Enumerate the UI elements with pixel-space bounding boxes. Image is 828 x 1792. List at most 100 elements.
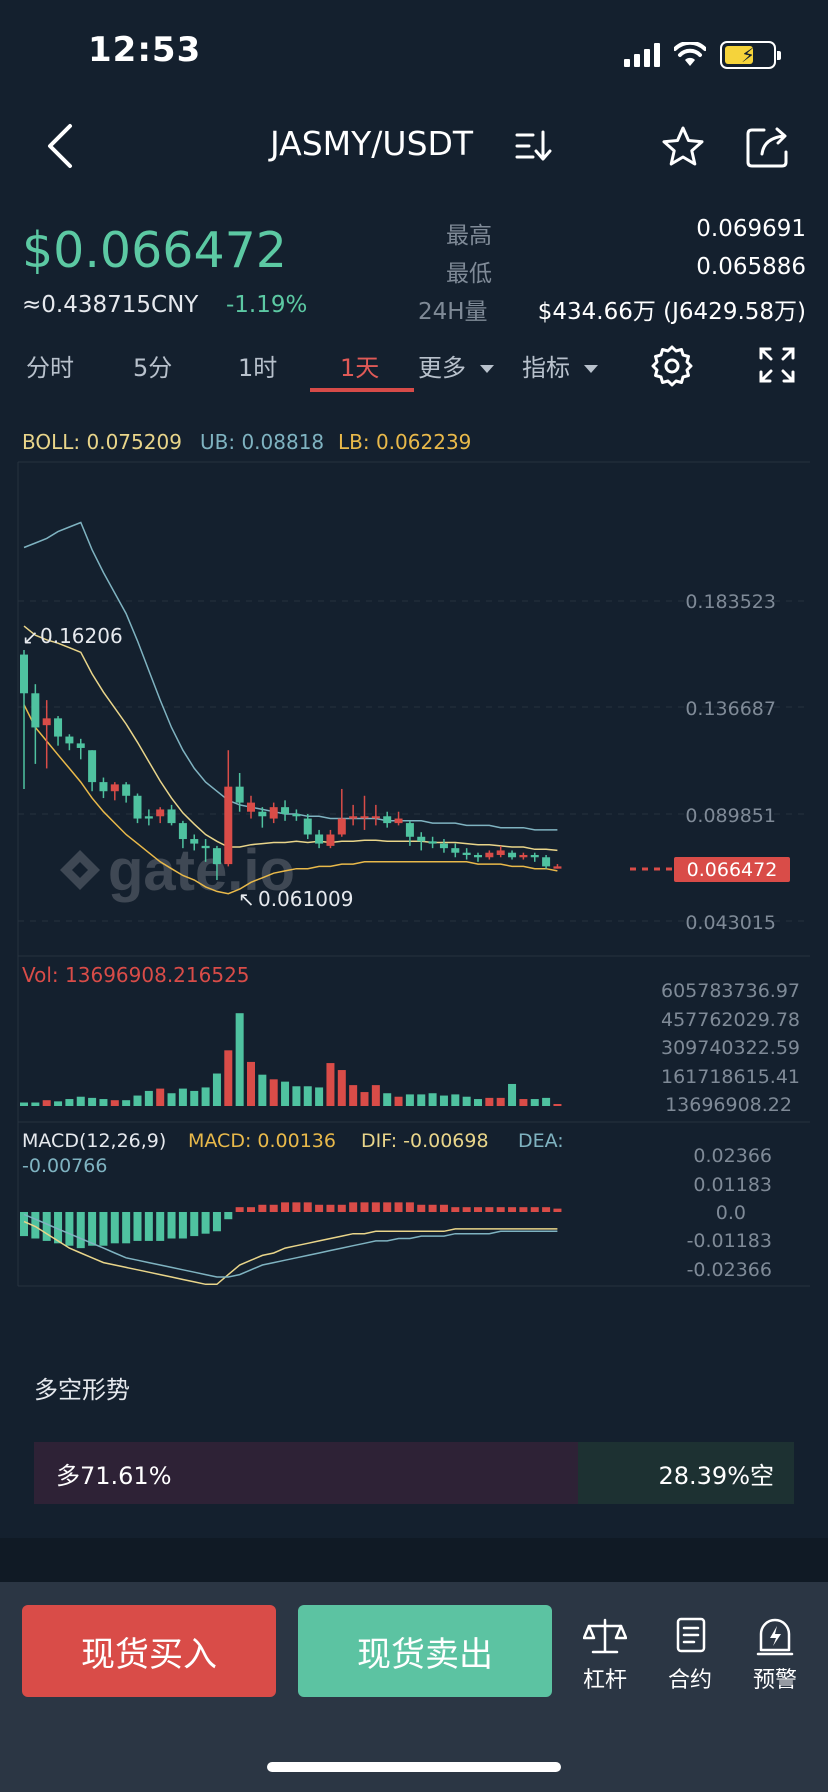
volume-bar (65, 1099, 74, 1106)
candle-body (144, 816, 153, 819)
volume-bar (212, 1073, 221, 1106)
macd-bar (42, 1212, 51, 1241)
volume-bar (292, 1086, 301, 1106)
share-icon[interactable] (744, 124, 792, 170)
alert-label: 预警 (752, 1668, 797, 1693)
macd-bar (428, 1204, 437, 1212)
lb-value: LB: 0.062239 (338, 430, 472, 454)
tab-indicators[interactable]: 指标 (522, 348, 598, 383)
volume-bar (530, 1099, 539, 1106)
contract-document-icon (676, 1617, 706, 1653)
low-value: 0.065886 (696, 254, 806, 280)
tab-1hour[interactable]: 1时 (238, 354, 278, 382)
volume-bar (462, 1096, 471, 1106)
macd-bar (553, 1208, 562, 1212)
low-label: 最低 (446, 261, 492, 287)
candle-body (65, 736, 74, 744)
macd-bar (519, 1207, 528, 1212)
candle-body (553, 866, 562, 869)
macd-bar (31, 1212, 40, 1239)
macd-axis: 0.02366 0.01183 0.0 -0.01183 -0.02366 (687, 1145, 772, 1281)
tab-more[interactable]: 更多 (418, 348, 494, 383)
volume-bar (360, 1092, 369, 1106)
macd-bar (178, 1212, 187, 1239)
tab-1day[interactable]: 1天 (340, 354, 380, 382)
candle-body (235, 786, 244, 803)
macd-bar (156, 1212, 165, 1241)
back-icon[interactable] (38, 118, 82, 174)
alert-tool[interactable]: 预警 (740, 1616, 810, 1694)
active-tab-underline (310, 388, 414, 392)
candle-body (269, 807, 278, 819)
settings-gear-icon[interactable] (650, 344, 694, 388)
candle-body (167, 809, 176, 824)
kline-chart[interactable]: gate.io 0.183523 0.136687 0.089851 0.043… (0, 455, 828, 1290)
macd-bar (530, 1207, 539, 1212)
volume-bar (258, 1074, 267, 1106)
pair-title[interactable]: JASMY/USDT (270, 124, 474, 163)
boll-lower-band (23, 704, 558, 895)
macd-bar (349, 1202, 358, 1212)
macd-bar (167, 1212, 176, 1239)
candle-body (303, 818, 312, 835)
tab-timeshare[interactable]: 分时 (26, 354, 74, 382)
volume-bar (235, 1013, 244, 1106)
macd-bar (474, 1207, 482, 1212)
candle-body (542, 857, 551, 867)
candle-body (178, 823, 187, 840)
candle-body (417, 836, 426, 842)
macd-bar (508, 1207, 517, 1212)
candle-body (190, 839, 199, 844)
short-ratio: 28.39%空 (578, 1442, 794, 1504)
candle-body (31, 693, 40, 728)
spot-buy-button[interactable]: 现货买入 (22, 1605, 276, 1697)
low-marker-arrow: ↖ (238, 887, 255, 911)
swap-pair-icon[interactable] (515, 128, 553, 164)
macd-bar (88, 1212, 97, 1246)
macd-tick: 0.01183 (693, 1174, 772, 1196)
price-axis: 0.183523 0.136687 0.089851 0.043015 (685, 591, 776, 934)
fullscreen-icon[interactable] (758, 346, 796, 384)
macd-bar (122, 1212, 131, 1244)
tab-5min[interactable]: 5分 (133, 354, 173, 382)
volume-bar (394, 1096, 403, 1106)
tab-more-label: 更多 (418, 354, 466, 382)
volume-bar (451, 1094, 460, 1106)
macd-histogram (20, 1202, 562, 1249)
high-value: 0.069691 (696, 216, 806, 242)
price-tick: 0.043015 (685, 912, 776, 934)
candle-body (462, 852, 471, 855)
macd-bar (542, 1207, 551, 1212)
last-price: $0.066472 (22, 222, 287, 279)
volume-bar (247, 1061, 255, 1106)
volume-bar (31, 1102, 40, 1106)
section-separator (0, 1538, 828, 1582)
candle-body (485, 852, 494, 858)
volume-24h-value: $434.66万 (J6429.58万) (537, 299, 806, 325)
macd-bar (235, 1207, 244, 1212)
volume-bar (474, 1099, 482, 1106)
volume-bar (99, 1099, 108, 1106)
macd-tick: 0.02366 (693, 1145, 772, 1167)
candle-body (54, 718, 63, 737)
macd-bar (212, 1212, 221, 1232)
candle-body (133, 795, 142, 819)
favorite-star-icon[interactable] (660, 124, 706, 170)
macd-value: MACD: 0.00136 (188, 1130, 336, 1152)
chevron-down-icon (480, 365, 494, 373)
contract-tool[interactable]: 合约 (655, 1616, 725, 1694)
margin-tool[interactable]: 杠杆 (570, 1616, 640, 1694)
current-price-tag (674, 857, 790, 882)
macd-bar (20, 1212, 28, 1237)
macd-bar (65, 1212, 74, 1246)
macd-bar (360, 1202, 369, 1212)
spot-sell-button[interactable]: 现货卖出 (298, 1605, 552, 1697)
macd-bar (54, 1212, 63, 1244)
cny-price: ≈0.438715CNY (22, 292, 199, 318)
signal-icon (624, 43, 660, 67)
macd-bar (110, 1212, 119, 1244)
high-label: 最高 (446, 223, 492, 249)
macd-bar (201, 1212, 210, 1234)
macd-tick: -0.01183 (687, 1230, 772, 1252)
candle-body (337, 818, 346, 835)
